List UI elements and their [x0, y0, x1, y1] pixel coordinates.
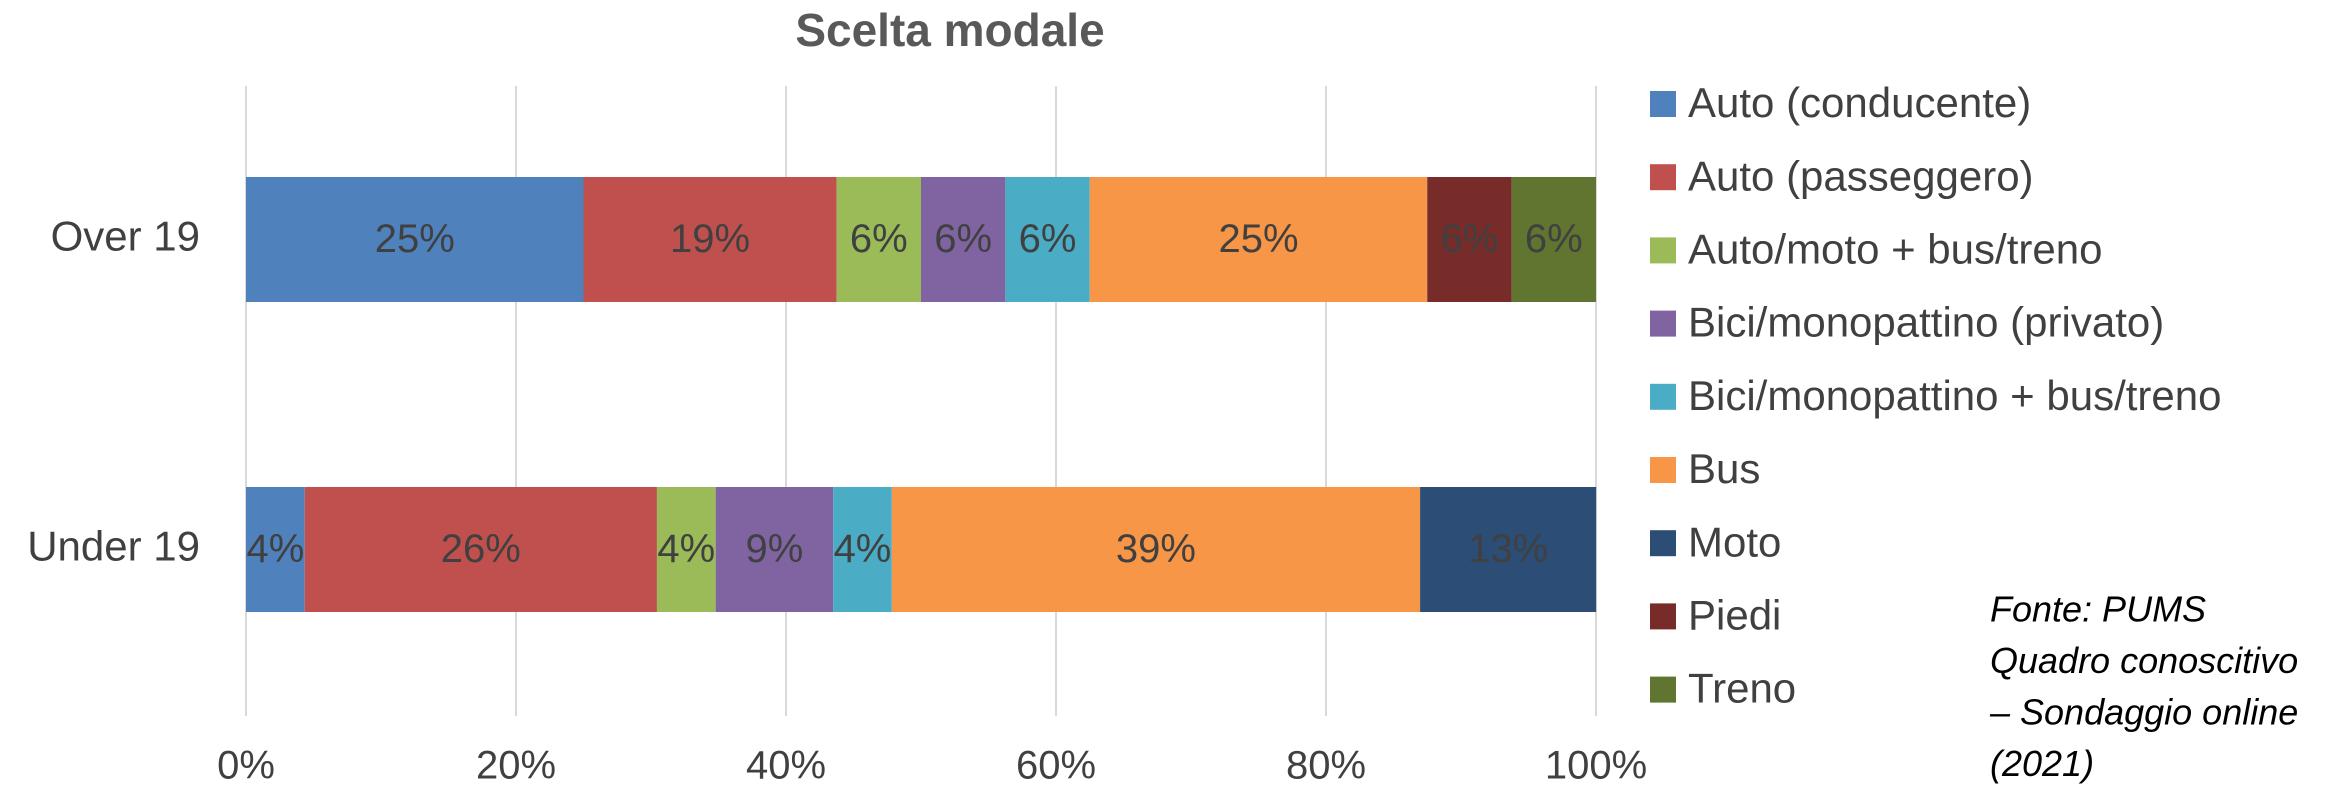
- source-note: Fonte: PUMS: [1990, 589, 2206, 630]
- legend-label: Bici/monopattino (privato): [1688, 299, 2164, 346]
- x-tick-label: 100%: [1545, 744, 1647, 786]
- legend-swatch: [1650, 676, 1676, 703]
- data-label: 19%: [670, 217, 750, 261]
- legend-label: Auto (conducente): [1688, 79, 2031, 126]
- legend-swatch: [1650, 457, 1676, 483]
- x-tick-label: 20%: [476, 744, 556, 786]
- x-tick-label: 60%: [1016, 744, 1096, 786]
- legend-label: Auto/moto + bus/treno: [1688, 225, 2102, 272]
- data-label: 4%: [657, 527, 715, 571]
- chart-title: Scelta modale: [795, 4, 1104, 56]
- data-label: 6%: [1441, 217, 1499, 261]
- bar-segment: [246, 487, 305, 612]
- legend-label: Auto (passeggero): [1688, 152, 2034, 199]
- x-tick-label: 40%: [746, 744, 826, 786]
- legend-label: Piedi: [1688, 591, 1781, 638]
- data-label: 6%: [850, 217, 908, 261]
- legend-label: Moto: [1688, 518, 1781, 565]
- bar-segment: [891, 487, 1421, 612]
- data-label: 26%: [441, 527, 521, 571]
- legend-label: Bici/monopattino + bus/treno: [1688, 372, 2222, 419]
- source-note: – Sondaggio online: [1989, 692, 2298, 733]
- legend-label: Bus: [1688, 445, 1760, 492]
- legend-label: Treno: [1688, 665, 1796, 712]
- data-label: 6%: [934, 217, 992, 261]
- bar-segment: [715, 487, 834, 612]
- bar-segment: [1005, 177, 1090, 302]
- bar-segment: [836, 177, 921, 302]
- bar-segment: [656, 487, 716, 612]
- bar-segment: [583, 177, 837, 302]
- data-label: 13%: [1468, 527, 1548, 571]
- category-label: Over 19: [51, 213, 200, 260]
- data-label: 6%: [1019, 217, 1077, 261]
- bar-segment: [304, 487, 657, 612]
- data-label: 25%: [375, 217, 455, 261]
- legend-swatch: [1650, 310, 1676, 337]
- data-label: 4%: [246, 527, 304, 571]
- legend-swatch: [1650, 383, 1676, 410]
- legend-swatch: [1650, 530, 1676, 557]
- bar-segment: [1511, 177, 1596, 302]
- source-note: (2021): [1990, 743, 2094, 784]
- data-label: 25%: [1218, 217, 1298, 261]
- legend-swatch: [1650, 91, 1676, 117]
- source-note: Quadro conoscitivo: [1990, 640, 2298, 681]
- data-label: 6%: [1525, 217, 1583, 261]
- data-label: 39%: [1116, 527, 1196, 571]
- legend-swatch: [1650, 237, 1676, 264]
- legend-swatch: [1650, 164, 1676, 191]
- bar-segment: [1427, 177, 1512, 302]
- bar-segment: [833, 487, 892, 612]
- bar-segment: [246, 177, 584, 302]
- bar-segment: [1420, 487, 1597, 612]
- x-tick-label: 0%: [217, 744, 275, 786]
- bar-segment: [921, 177, 1006, 302]
- data-label: 4%: [834, 527, 892, 571]
- x-tick-label: 80%: [1286, 744, 1366, 786]
- data-label: 9%: [745, 527, 803, 571]
- category-label: Under 19: [27, 523, 200, 570]
- legend-swatch: [1650, 603, 1676, 630]
- bar-segment: [1089, 177, 1428, 302]
